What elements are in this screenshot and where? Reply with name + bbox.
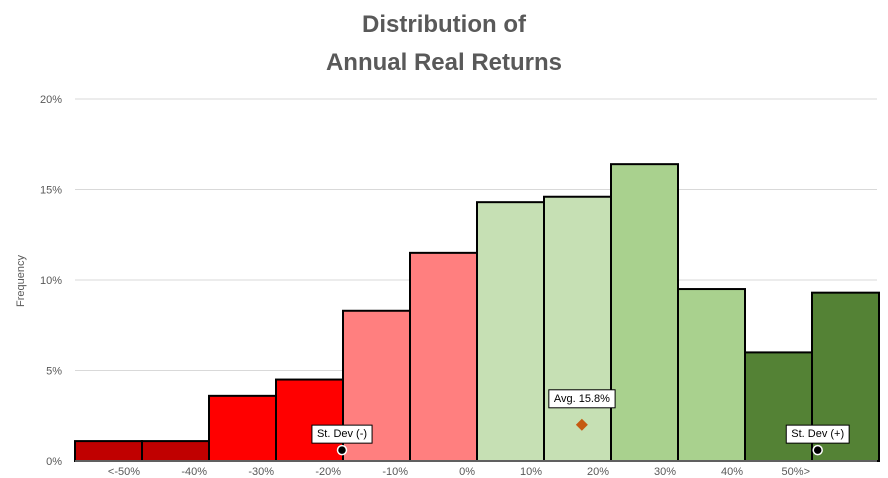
histogram-bar [74,440,143,462]
callout-label: St. Dev (-) [311,424,373,444]
chart-title-line-1: Distribution of [362,11,527,38]
histogram-bar [744,351,813,462]
histogram-bar [409,251,478,462]
x-tick-label: 40% [721,466,743,478]
callout-text: St. Dev (-) [317,428,367,440]
x-axis: <-50% -40% -30% -20% -10% 0% 10% 20% 30% 40% 50%> [75,460,877,478]
x-tick-label: 50%> [782,466,810,478]
x-tick-label: -30% [248,466,274,478]
callout-text: Avg. 15.8% [554,393,610,405]
x-tick-label: 10% [520,466,542,478]
x-tick-label: 20% [587,466,609,478]
annotations: St. Dev (-) Avg. 15.8% St. Dev (+) [311,389,850,456]
callout-box [548,389,616,409]
callout-box [785,424,850,444]
average-marker [575,418,588,431]
x-tick-label: -10% [382,466,408,478]
x-tick-label: 30% [654,466,676,478]
y-tick-label: 0% [46,456,62,468]
x-tick-label: -40% [181,466,207,478]
histogram-bar [275,378,344,462]
y-tick-label: 20% [40,94,62,106]
x-tick-label: 0% [459,466,475,478]
histogram-bar [476,201,545,462]
stdev-marker [336,444,348,456]
y-tick-label: 5% [46,366,62,378]
callout-box [311,424,373,444]
histogram-bar [610,163,679,462]
x-tick-label: -20% [315,466,341,478]
histogram-bar [543,195,612,463]
chart-title-line-2: Annual Real Returns [326,49,562,76]
y-tick-label: 15% [40,185,62,197]
y-axis: 0% 5% 10% 15% 20% [40,94,62,468]
callout-label: Avg. 15.8% [548,389,616,409]
histogram-bar [677,288,746,462]
y-axis-label: Frequency [15,255,27,307]
y-tick-label: 10% [40,275,62,287]
stdev-marker [812,444,823,456]
callout-text: St. Dev (+) [791,428,844,440]
histogram-bar [141,440,210,462]
histogram-bars [74,163,880,463]
histogram-bar [208,394,277,462]
callout-label: St. Dev (+) [785,424,850,444]
x-tick-label: <-50% [108,466,140,478]
